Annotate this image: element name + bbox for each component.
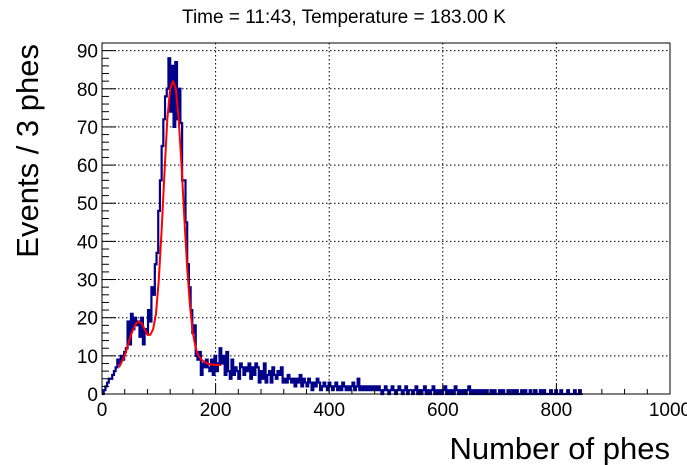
y-tick-label-9: 90	[77, 42, 98, 63]
histogram-step-line	[102, 57, 583, 396]
y-axis-title: Events / 3 phes	[10, 44, 45, 258]
y-tick-label-6: 60	[77, 156, 98, 177]
y-tick-label-5: 50	[77, 194, 98, 215]
y-tick-label-7: 70	[77, 118, 98, 139]
chart-title: Time = 11:43, Temperature = 183.00 K	[182, 7, 506, 28]
x-tick-label-3: 600	[427, 400, 459, 421]
x-axis-title: Number of phes	[449, 431, 670, 465]
y-tick-label-3: 30	[77, 271, 98, 292]
x-tick-label-2: 400	[313, 400, 345, 421]
y-tick-label-2: 20	[77, 309, 98, 330]
fit-curve-line	[118, 80, 222, 368]
x-tick-label-5: 1000	[649, 400, 687, 421]
y-tick-label-0: 0	[87, 385, 98, 406]
grid-lines	[102, 43, 670, 394]
fit-curve-series	[118, 80, 222, 368]
tick-labels: 0 200 400 600 800 1000 0 10 20 30 40 50 60 70 80 90	[77, 42, 687, 421]
axis-ticks	[101, 50, 671, 395]
y-tick-label-4: 40	[77, 232, 98, 253]
y-tick-label-1: 10	[77, 347, 98, 368]
x-tick-label-4: 800	[541, 400, 573, 421]
y-tick-label-8: 80	[77, 80, 98, 101]
plot-frame	[101, 42, 671, 395]
x-tick-label-1: 200	[200, 400, 232, 421]
histogram-series	[102, 57, 583, 396]
x-tick-label-0: 0	[97, 400, 108, 421]
